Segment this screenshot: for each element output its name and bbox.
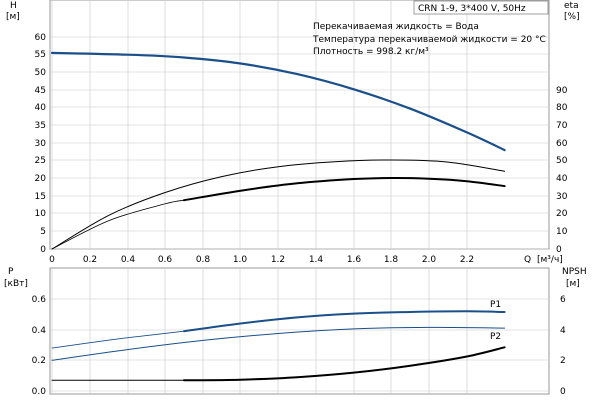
top-right-tick-label: 70 [556,121,568,131]
top-left-tick-label: 10 [35,209,47,219]
x-tick-label: 1.2 [271,255,285,265]
bottom-right-tick-label: 0 [560,387,566,397]
series-line-P2 [51,326,506,361]
tick-label-layer: 0510152025303540455055600102030405060708… [32,33,568,397]
bottom-right-axis-unit: [м] [566,279,580,289]
top-left-axis-label: H [10,1,17,11]
series-line-eta_overall [51,159,506,250]
x-tick-label: 1.6 [347,255,362,265]
density-note: Плотность = 998.2 кг/м³ [313,47,429,57]
model-box [413,0,549,15]
series-line-eta_segment_thin [51,199,185,250]
grid-layer [50,0,549,394]
top-left-tick-label: 30 [35,139,47,149]
x-tick-label: 2.2 [460,255,474,265]
x-tick-label: 0.2 [83,255,97,265]
top-left-tick-label: 40 [35,103,47,113]
x-axis-label: Q [524,255,531,265]
top-right-tick-label: 80 [556,103,568,113]
x-axis-unit: [м³/ч] [537,255,563,265]
top-right-axis-unit: [%] [564,12,580,22]
top-right-tick-label: 40 [556,174,568,184]
bottom-left-tick-label: 0.2 [32,356,46,366]
x-tick-label: 0.6 [158,255,173,265]
bottom-right-axis-label: NPSH [562,267,587,277]
bottom-right-tick-label: 4 [560,326,566,336]
fluid-note: Перекачиваемая жидкость = Вода [313,22,479,32]
top-left-tick-label: 25 [35,156,46,166]
x-tick-label: 1.4 [309,255,324,265]
bottom-left-tick-label: 0.4 [32,326,47,336]
series-line-P1 [183,310,506,333]
top-right-tick-label: 0 [556,245,562,255]
model-label: CRN 1-9, 3*400 V, 50Hz [418,4,526,14]
top-right-tick-label: 10 [556,227,568,237]
bottom-plot-frame [49,267,550,395]
series-line-H [50,51,506,152]
x-tick-label: 2.0 [422,255,437,265]
bottom-left-axis-label: P [8,267,14,277]
top-left-tick-label: 0 [40,245,46,255]
x-tick-label: 0.4 [121,255,136,265]
top-left-tick-label: 15 [35,192,46,202]
x-tick-label: 0 [49,255,55,265]
top-left-tick-label: 60 [35,33,47,43]
p1-series-label: P1 [490,300,501,310]
top-right-tick-label: 30 [556,192,568,202]
temperature-note: Температура перекачиваемой жидкости = 20… [312,35,546,45]
top-left-tick-label: 5 [40,227,46,237]
bottom-left-axis-unit: [кВт] [4,279,28,289]
bottom-right-tick-label: 6 [560,295,566,305]
series-line-eta_pump [183,176,506,202]
x-tick-label: 1.8 [384,255,399,265]
p2-series-label: P2 [490,332,501,342]
bottom-left-tick-label: 0.0 [32,387,47,397]
x-tick-label: 1.0 [233,255,248,265]
top-left-tick-label: 55 [35,50,46,60]
x-tick-label: 0.8 [196,255,211,265]
top-right-tick-label: 50 [556,156,568,166]
top-right-tick-label: 90 [556,86,568,96]
top-left-axis-unit: [м] [6,12,20,22]
top-left-tick-label: 35 [35,121,46,131]
top-right-tick-label: 60 [556,139,568,149]
bottom-right-tick-label: 2 [560,356,566,366]
top-left-tick-label: 50 [35,68,47,78]
series-layer [50,51,506,382]
top-right-axis-label: eta [564,1,579,11]
series-line-P1_thin [51,330,185,349]
top-left-tick-label: 20 [35,174,47,184]
series-line-NPSH [183,346,506,382]
top-left-tick-label: 45 [35,86,46,96]
top-right-tick-label: 20 [556,209,568,219]
bottom-left-tick-label: 0.6 [32,295,47,305]
